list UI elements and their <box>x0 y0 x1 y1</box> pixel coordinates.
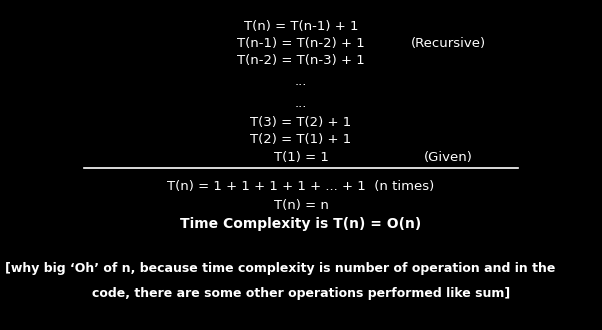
Text: T(n-2) = T(n-3) + 1: T(n-2) = T(n-3) + 1 <box>237 54 365 67</box>
Text: code, there are some other operations performed like sum]: code, there are some other operations pe… <box>92 287 510 300</box>
Text: T(n) = 1 + 1 + 1 + 1 + ... + 1  (n times): T(n) = 1 + 1 + 1 + 1 + ... + 1 (n times) <box>167 180 435 193</box>
Text: T(n-1) = T(n-2) + 1: T(n-1) = T(n-2) + 1 <box>237 37 365 50</box>
Text: ...: ... <box>295 97 307 110</box>
Text: T(1) = 1: T(1) = 1 <box>273 150 329 164</box>
Text: Time Complexity is T(n) = O(n): Time Complexity is T(n) = O(n) <box>181 217 421 231</box>
Text: ...: ... <box>295 75 307 88</box>
Text: T(n) = n: T(n) = n <box>273 199 329 212</box>
Text: [why big ‘Oh’ of n, because time complexity is number of operation and in the: [why big ‘Oh’ of n, because time complex… <box>5 262 555 276</box>
Text: (Given): (Given) <box>424 150 473 164</box>
Text: T(n) = T(n-1) + 1: T(n) = T(n-1) + 1 <box>244 20 358 33</box>
Text: (Recursive): (Recursive) <box>411 37 486 50</box>
Text: T(3) = T(2) + 1: T(3) = T(2) + 1 <box>250 116 352 129</box>
Text: T(2) = T(1) + 1: T(2) = T(1) + 1 <box>250 133 352 147</box>
